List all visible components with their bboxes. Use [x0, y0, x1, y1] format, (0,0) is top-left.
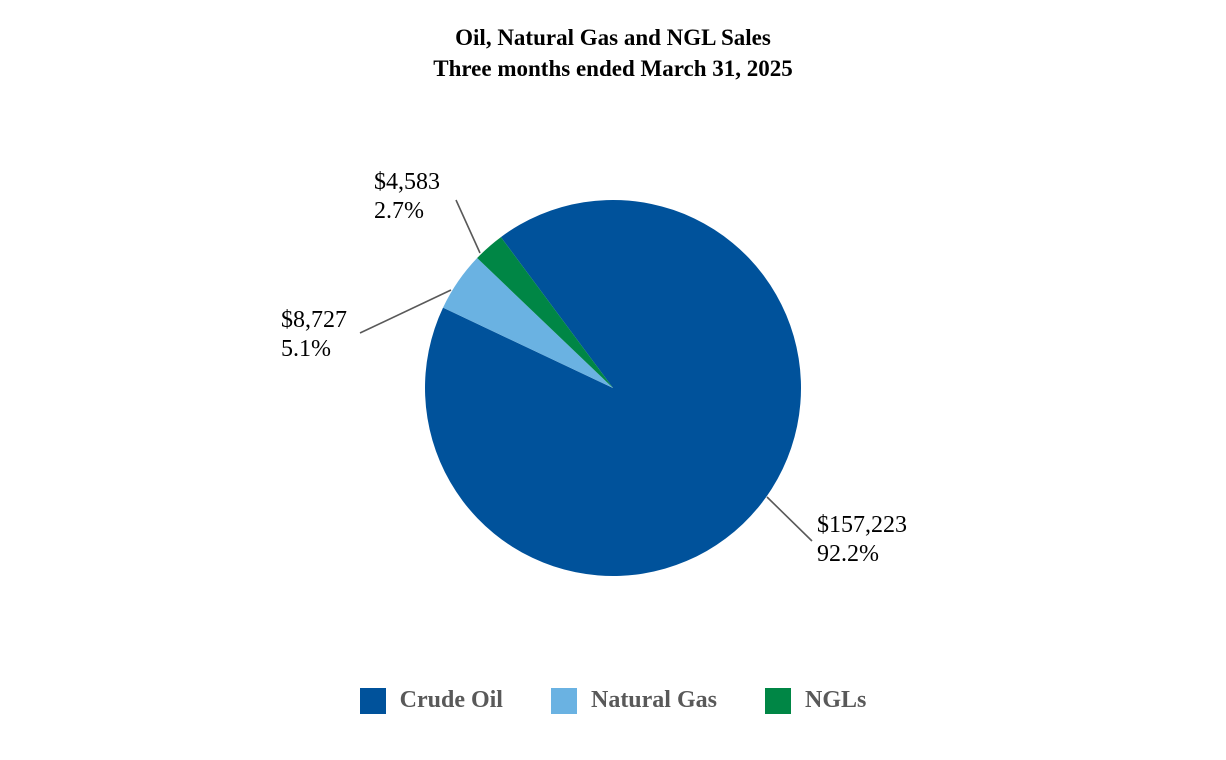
- data-label-percent-ngls: 2.7%: [374, 198, 424, 224]
- legend-item-natural-gas: Natural Gas: [550, 687, 717, 714]
- chart-title: Oil, Natural Gas and NGL Sales: [455, 25, 771, 50]
- pie-slice-crude-oil: [425, 199, 802, 576]
- pie-slice-ngls: [477, 237, 613, 388]
- legend-label-crude-oil: Crude Oil: [399, 687, 503, 713]
- legend-item-crude-oil: Crude Oil: [359, 687, 503, 714]
- leader-line-natural-gas: [359, 289, 452, 334]
- legend-swatch-natural-gas: [550, 687, 577, 714]
- pie-slice-natural-gas: [443, 258, 613, 388]
- legend-label-ngls: NGLs: [804, 687, 867, 713]
- legend-swatch-ngls: [764, 687, 791, 714]
- data-label-value-ngls: $4,583: [374, 169, 440, 195]
- chart-title-block: Oil, Natural Gas and NGL Sales Three mon…: [0, 22, 1226, 84]
- leader-line-crude-oil: [766, 496, 813, 542]
- chart-legend: Crude Oil Natural Gas NGLs: [0, 687, 1226, 714]
- data-label-value-crude-oil: $157,223: [817, 512, 907, 538]
- legend-label-natural-gas: Natural Gas: [590, 687, 717, 713]
- data-label-percent-natural-gas: 5.1%: [281, 336, 331, 362]
- legend-item-ngls: NGLs: [764, 687, 867, 714]
- data-label-value-natural-gas: $8,727: [281, 307, 347, 333]
- leader-line-ngls: [455, 199, 481, 254]
- chart-subtitle: Three months ended March 31, 2025: [433, 56, 793, 81]
- legend-swatch-crude-oil: [359, 687, 386, 714]
- data-label-percent-crude-oil: 92.2%: [817, 541, 879, 567]
